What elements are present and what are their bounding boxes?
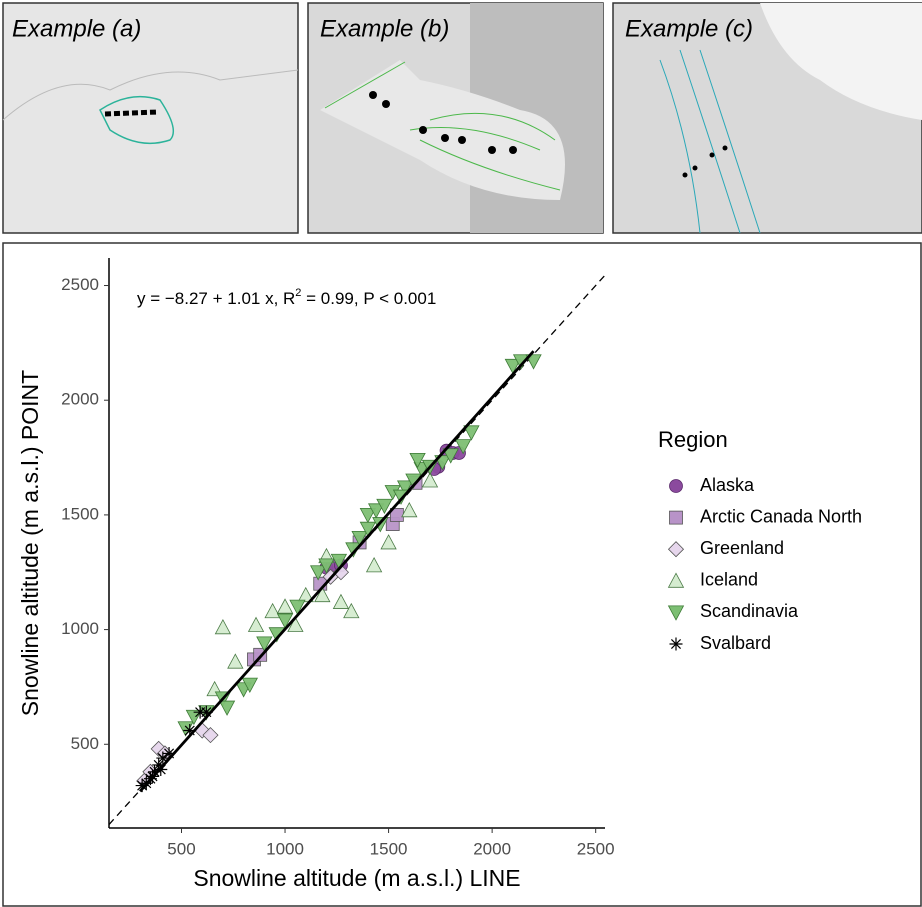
legend-marker: [670, 480, 683, 493]
annotation-part: y = −8.27 + 1.01 x, R: [137, 289, 295, 308]
point: [333, 595, 348, 609]
x-tick-label: 500: [167, 839, 195, 858]
annotation-part: = 0.99, P < 0.001: [301, 289, 436, 308]
legend-label: Alaska: [700, 475, 755, 495]
legend-marker: [669, 606, 684, 620]
point: [381, 535, 396, 549]
fit-line: [140, 351, 533, 791]
legend-marker: [670, 638, 683, 651]
legend-title: Region: [658, 427, 728, 452]
point: [228, 654, 243, 668]
point: [367, 558, 382, 572]
annotation: y = −8.27 + 1.01 x, R2 = 0.99, P < 0.001: [137, 287, 436, 309]
x-tick-label: 1000: [266, 839, 304, 858]
legend-label: Iceland: [700, 570, 758, 590]
map-b: Example (b): [308, 3, 603, 233]
point: [249, 618, 264, 632]
y-tick-label: 2500: [61, 275, 99, 294]
y-tick-label: 1500: [61, 504, 99, 523]
point: [265, 604, 280, 618]
map-label: Example (c): [625, 15, 753, 42]
y-axis-label: Snowline altitude (m a.s.l.) POINT: [17, 370, 43, 716]
map-label: Example (b): [320, 15, 449, 42]
point: [402, 503, 417, 517]
x-tick-label: 2000: [473, 839, 511, 858]
legend-label: Arctic Canada North: [700, 506, 862, 526]
point: [215, 620, 230, 634]
map-a: Example (a): [3, 3, 298, 233]
y-tick-label: 2000: [61, 390, 99, 409]
legend-label: Greenland: [700, 538, 784, 558]
y-tick-label: 500: [71, 734, 99, 753]
x-axis-label: Snowline altitude (m a.s.l.) LINE: [193, 865, 520, 891]
x-tick-label: 2500: [577, 839, 615, 858]
map-label: Example (a): [12, 15, 141, 42]
legend-marker: [670, 511, 683, 524]
point: [278, 614, 293, 628]
y-tick-label: 1000: [61, 619, 99, 638]
legend-label: Svalbard: [700, 633, 771, 653]
legend-label: Scandinavia: [700, 601, 799, 621]
point: [220, 701, 235, 715]
figure: Example (a) Example (b) Example (c) 500 1…: [0, 0, 922, 907]
map-c: Example (c): [613, 3, 922, 233]
plot: 500 1000 1500 2000 2500 500 1000 1500 2000 2500 Sn…: [17, 258, 862, 891]
legend-marker: [669, 573, 684, 587]
x-tick-label: 1500: [370, 839, 408, 858]
legend-marker: [669, 542, 684, 557]
panel-frame: [3, 243, 921, 906]
